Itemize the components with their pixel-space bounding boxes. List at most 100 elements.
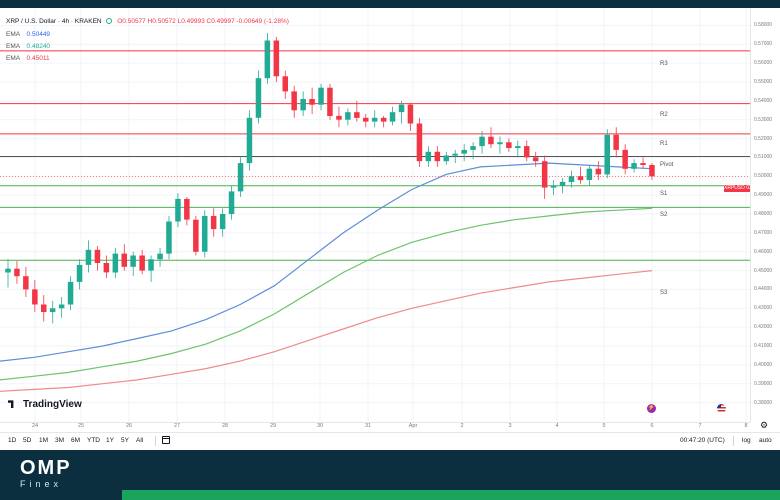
time-tick-label: 4 [555, 423, 559, 429]
candle-down [532, 157, 539, 162]
candle-up [175, 198, 181, 222]
candle-up [586, 168, 593, 180]
legend-ema-row-1: EMA 0.50449 [6, 31, 50, 38]
price-tick-label: 0.50000 [754, 173, 773, 180]
range-5d-button[interactable]: 5D [23, 437, 32, 444]
candle-up [237, 163, 244, 192]
time-tick-label: 28 [221, 423, 229, 429]
candle-down [577, 176, 584, 181]
price-tick-label: 0.58000 [754, 22, 773, 29]
time-tick-label: 6 [650, 423, 654, 429]
top-strip [0, 0, 780, 8]
candle-down [506, 142, 512, 148]
range-ytd-button[interactable]: YTD [87, 437, 100, 444]
chart-settings-gear-icon[interactable]: ⚙ [760, 420, 769, 430]
ema-2-value: 0.48240 [26, 43, 51, 50]
candle-up [264, 40, 271, 79]
candle-up [568, 176, 575, 182]
brand-name: OMP [20, 457, 72, 479]
candle-up [157, 253, 163, 260]
candle-up [255, 78, 262, 118]
tradingview-watermark[interactable]: TradingView [8, 399, 82, 410]
range-1m-button[interactable]: 1M [39, 437, 49, 444]
range-6m-button[interactable]: 6M [71, 437, 81, 444]
candle-up [497, 142, 503, 145]
range-1y-button[interactable]: 1Y [106, 437, 114, 444]
chart-area[interactable] [0, 8, 750, 422]
price-tick-label: 0.46000 [754, 248, 773, 255]
price-tick-label: 0.57000 [754, 41, 773, 48]
candle-down [524, 146, 530, 158]
candle-up [470, 146, 476, 150]
pivot-p-label: Pivot [660, 162, 674, 168]
candle-down [273, 40, 280, 77]
range-1d-button[interactable]: 1D [8, 437, 17, 444]
price-tick-label: 0.51000 [754, 154, 773, 161]
price-tick-label: 0.42000 [754, 324, 773, 331]
price-tick-label: 0.48000 [754, 211, 773, 217]
legend-eye-icon[interactable] [106, 18, 113, 25]
time-tick-label: 7 [698, 423, 702, 429]
candle-down [640, 163, 646, 165]
time-tick-label: 2 [460, 423, 464, 429]
candle-up [166, 221, 172, 254]
time-axis[interactable] [0, 422, 750, 433]
candle-up [398, 104, 405, 113]
candle-up [228, 191, 235, 214]
ema-3-label: EMA [6, 55, 20, 62]
candle-down [354, 112, 360, 118]
toolbar-divider [155, 436, 156, 446]
log-scale-toggle[interactable]: log [742, 437, 751, 444]
candle-down [595, 168, 602, 175]
brand-sub: Finex [20, 479, 63, 489]
time-tick-label: 25 [77, 423, 85, 429]
candle-up [425, 151, 432, 162]
candle-up [550, 185, 557, 188]
price-tick-label: 0.55000 [754, 79, 773, 85]
price-axis[interactable] [750, 8, 780, 422]
pivot-r1-label: R1 [660, 141, 668, 147]
time-tick-label: 26 [125, 423, 133, 429]
candle-up [515, 146, 521, 148]
ema-3-value: 0.45011 [26, 55, 50, 62]
ema-slow-line [0, 270, 653, 392]
pivot-s1-label: S1 [660, 191, 668, 197]
candle-up [345, 112, 351, 120]
time-tick-label: 5 [602, 423, 606, 429]
legend-ema-row-2: EMA 0.48240 [6, 43, 50, 50]
time-tick-label: 24 [31, 423, 39, 429]
auto-scale-toggle[interactable]: auto [759, 437, 772, 444]
footer-accent-bar [122, 490, 780, 500]
candle-down [488, 136, 494, 145]
candle-down [613, 134, 619, 150]
range-3m-button[interactable]: 3M [55, 437, 65, 444]
us-flag-event-icon[interactable] [717, 404, 726, 413]
clock-readout: 00:47:20 (UTC) [680, 437, 725, 444]
range-5y-button[interactable]: 5Y [121, 437, 129, 444]
price-tick-label: 0.45000 [754, 267, 773, 274]
candle-down [380, 117, 387, 122]
range-all-button[interactable]: All [136, 437, 144, 444]
candle-down [103, 263, 110, 273]
price-chart[interactable] [0, 8, 750, 422]
time-tick-label: Apr [408, 423, 418, 429]
price-tick-label: 0.44000 [754, 286, 773, 293]
ema-mid-line [0, 207, 653, 381]
candle-down [363, 117, 369, 122]
candle-up [67, 281, 74, 305]
goto-date-icon[interactable] [162, 436, 170, 444]
omp-finex-logo: OMP Finex [20, 458, 72, 489]
candle-up [76, 264, 83, 282]
price-tick-label: 0.52000 [754, 135, 773, 142]
lightning-event-icon[interactable]: ⚡ [647, 404, 656, 413]
candle-up [130, 255, 136, 267]
legend-symbol: XRP / U.S. Dollar · 4h · KRAKEN [6, 18, 102, 25]
candle-up [461, 149, 467, 154]
legend-ema-row-3: EMA 0.45011 [6, 55, 50, 62]
ema-1-value: 0.50449 [26, 31, 51, 38]
candle-up [85, 249, 92, 265]
candle-up [452, 153, 458, 156]
candle-up [318, 87, 324, 105]
candle-down [184, 198, 190, 220]
candle-up [202, 215, 208, 252]
